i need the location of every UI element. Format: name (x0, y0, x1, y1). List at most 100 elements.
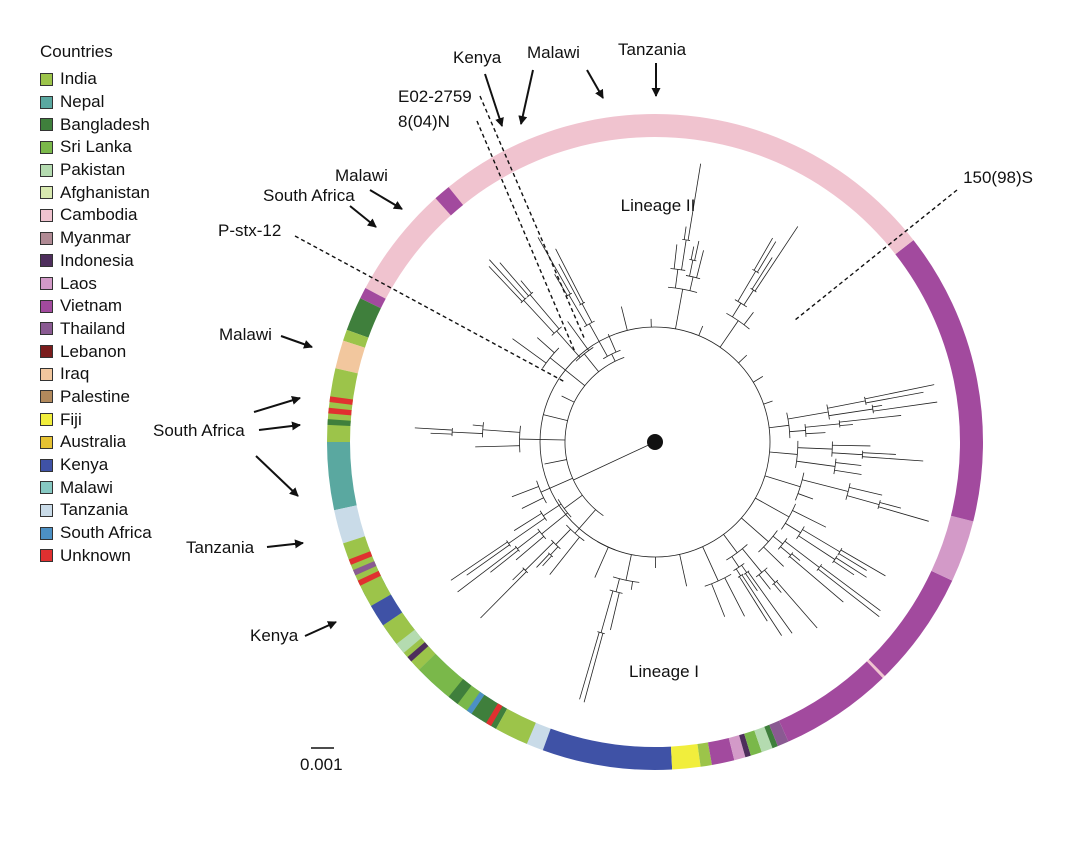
tree-branch-lineage-1 (758, 530, 778, 553)
tree-branch-lineage-2 (472, 424, 484, 427)
tree-branch-lineage-1 (777, 538, 788, 550)
legend-swatch (40, 458, 53, 472)
lineage-2-label: Lineage II (621, 196, 696, 215)
tree-branch-lineage-1 (689, 260, 694, 277)
tree-branch-lineage-2 (536, 480, 547, 504)
ring-segment-indonesia (407, 642, 429, 662)
callout-malawi-top: Malawi (527, 43, 580, 62)
tree-branch-lineage-1 (805, 423, 840, 428)
callout-arrow-kenya-top (484, 73, 504, 127)
tree-branch-lineage-1 (820, 565, 881, 612)
legend-label: Australia (60, 432, 127, 452)
ring-segment-unknown (357, 570, 381, 586)
tree-branch-lineage-1 (833, 458, 837, 475)
legend-swatch (40, 277, 53, 291)
tree-branch-lineage-2 (549, 357, 586, 386)
strain-label-p-stx-12: P-stx-12 (218, 221, 281, 240)
tree-branch-lineage-1 (741, 565, 748, 573)
tree-branch-lineage-1 (594, 546, 609, 578)
tree-branch-lineage-1 (773, 583, 782, 593)
tree-branch-lineage-1 (738, 354, 748, 364)
tree-branch-lineage-1 (682, 238, 691, 241)
ring-segment-india (343, 536, 391, 606)
tree-branch-lineage-1 (673, 244, 678, 269)
tree-branch-lineage-1 (609, 589, 623, 594)
tree-branch-lineage-1 (839, 424, 853, 427)
phylogenetic-tree (414, 163, 938, 703)
callout-south-africa-nw: South Africa (263, 186, 355, 205)
tree-branch-lineage-2 (583, 353, 599, 373)
tree-branch-lineage-1 (600, 590, 614, 633)
ring-segment-bangladesh (764, 724, 778, 749)
tree-branch-lineage-1 (625, 554, 632, 581)
tree-branch-lineage-2 (513, 512, 542, 531)
ring-segment-unknown (329, 396, 353, 405)
tree-branch-lineage-1 (742, 548, 763, 573)
tree-branch-lineage-2 (414, 427, 453, 431)
tree-branch-lineage-2 (566, 524, 585, 542)
tree-branch-lineage-1 (668, 286, 698, 293)
tree-branch-lineage-2 (523, 299, 555, 334)
tree-branch-lineage-2 (430, 432, 453, 435)
legend-item-vietnam: Vietnam (40, 295, 152, 318)
tree-branch-lineage-2 (567, 321, 590, 351)
tree-branch-lineage-1 (735, 568, 741, 576)
legend-item-kenya: Kenya (40, 454, 152, 477)
legend-item-fiji: Fiji (40, 408, 152, 431)
tree-branch-lineage-1 (763, 546, 784, 567)
tree-branch-lineage-2 (536, 337, 555, 354)
ring-segment-cambodia (365, 114, 914, 299)
tree-branch-lineage-1 (802, 529, 841, 553)
tree-branch-lineage-2 (519, 425, 521, 453)
tree-branch-lineage-1 (733, 563, 745, 571)
tree-branch-lineage-1 (780, 546, 791, 556)
legend-item-unknown: Unknown (40, 544, 152, 567)
tree-branch-lineage-2 (482, 429, 520, 433)
ring-segment-unknown (328, 407, 352, 416)
legend-label: Nepal (60, 92, 105, 112)
tree-branch-lineage-2 (588, 323, 608, 357)
tree-branch-lineage-2 (537, 528, 547, 540)
ring-segment-laos (728, 735, 746, 761)
legend-label: Iraq (60, 364, 90, 384)
tree-branch-lineage-2 (607, 333, 617, 353)
tree-branch-lineage-2 (541, 512, 568, 535)
tree-branch-lineage-2 (551, 326, 562, 336)
tree-branch-lineage-1 (615, 578, 620, 592)
tree-branch-lineage-1 (670, 268, 686, 271)
legend-swatch (40, 322, 53, 336)
tree-branch-lineage-1 (805, 432, 826, 435)
legend-item-australia: Australia (40, 431, 152, 454)
legend-swatch (40, 345, 53, 359)
tree-branch-lineage-1 (786, 412, 791, 439)
tree-branch-lineage-1 (785, 522, 801, 534)
ring-segment-vietnam (895, 240, 983, 522)
callout-kenya-top: Kenya (453, 48, 502, 67)
legend-swatch (40, 435, 53, 449)
callout-malawi-nw: Malawi (335, 166, 388, 185)
tree-branch-lineage-1 (696, 250, 704, 278)
tree-branch-lineage-1 (731, 556, 740, 568)
tree-branch-lineage-2 (550, 546, 559, 556)
tree-branch-lineage-1 (832, 555, 838, 564)
tree-branch-lineage-1 (753, 237, 773, 271)
tree-branch-lineage-2 (450, 541, 508, 581)
ring-segment-bangladesh (327, 419, 351, 427)
ring-segment-kenya (542, 728, 673, 770)
callout-south-africa-left: South Africa (153, 421, 245, 440)
tree-branch-lineage-1 (839, 415, 902, 423)
tree-branch-lineage-2 (512, 338, 547, 364)
tree-branch-lineage-1 (743, 289, 754, 306)
tree-branch-lineage-1 (834, 469, 862, 475)
tree-branch-lineage-1 (711, 583, 726, 617)
country-ring (327, 114, 983, 770)
tree-branch-lineage-2 (539, 510, 547, 521)
tree-branch-lineage-1 (689, 259, 697, 262)
tree-branch-lineage-2 (511, 486, 539, 498)
tree-branch-lineage-1 (752, 268, 760, 274)
tree-branch-lineage-2 (542, 347, 560, 369)
tree-branch-lineage-1 (798, 535, 836, 560)
legend-swatch (40, 163, 53, 177)
tree-branch-lineage-1 (845, 483, 851, 500)
tree-branch-lineage-1 (846, 495, 880, 505)
